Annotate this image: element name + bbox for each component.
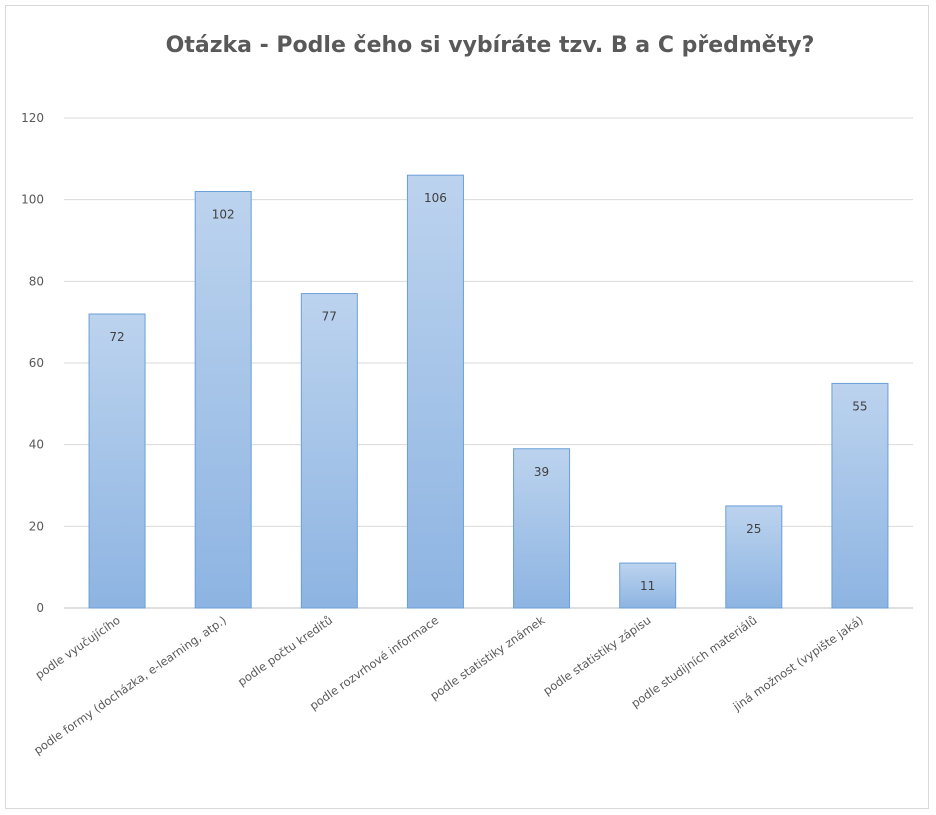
chart-title: Otázka - Podle čeho si vybíráte tzv. B a… (166, 33, 815, 58)
data-label: 77 (322, 310, 337, 324)
y-axis-ticks: 0 20 40 60 80 100 120 (21, 111, 44, 615)
x-tick-label: podle statistiky zápisu (540, 613, 653, 698)
data-label: 106 (424, 191, 447, 205)
y-tick-label: 40 (29, 438, 44, 452)
y-tick-label: 80 (29, 274, 44, 288)
bar (194, 191, 252, 609)
bar (406, 174, 464, 609)
chart-frame (5, 5, 929, 809)
bar (300, 293, 358, 609)
bar (513, 448, 571, 609)
x-tick-label: podle počtu kreditů (235, 613, 335, 689)
x-tick-label: podle formy (docházka, e-learning, atp.) (31, 613, 229, 757)
x-tick-label: podle vyučujícího (33, 613, 123, 682)
y-tick-label: 20 (29, 519, 44, 533)
data-label: 55 (852, 399, 867, 413)
gridlines (64, 117, 913, 609)
data-label: 39 (534, 465, 549, 479)
bar (831, 382, 889, 609)
y-tick-label: 0 (36, 601, 44, 615)
bar (725, 505, 783, 609)
bar (88, 313, 146, 609)
y-tick-label: 100 (21, 193, 44, 207)
bar (619, 562, 677, 609)
x-tick-label: podle statistiky známek (427, 613, 547, 703)
y-tick-label: 60 (29, 356, 44, 370)
data-label: 102 (212, 208, 235, 222)
bars (88, 174, 889, 609)
data-label: 72 (109, 330, 124, 344)
data-label: 11 (640, 579, 655, 593)
y-tick-label: 120 (21, 111, 44, 125)
data-label: 25 (746, 522, 761, 536)
data-labels: 72 102 77 106 39 11 25 55 (109, 191, 867, 593)
